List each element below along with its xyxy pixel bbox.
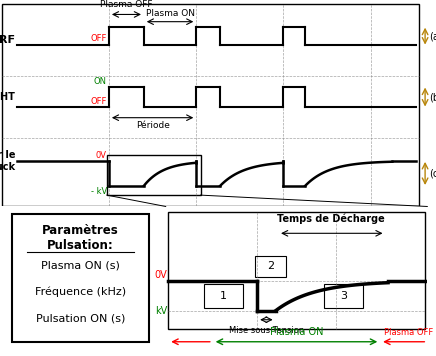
Text: Plasma OFF: Plasma OFF (385, 329, 433, 337)
Text: OFF: OFF (90, 35, 107, 43)
Text: (b): (b) (429, 92, 436, 102)
Text: Paramètres: Paramètres (42, 224, 119, 237)
Text: 0V: 0V (96, 151, 107, 160)
Text: RF: RF (0, 35, 15, 45)
Text: ON: ON (94, 77, 107, 86)
Text: kV: kV (155, 306, 167, 316)
Text: Mise sous Tension: Mise sous Tension (229, 326, 304, 335)
Text: 3: 3 (340, 291, 347, 301)
Text: Temps de Décharge: Temps de Décharge (276, 214, 385, 224)
Text: 1: 1 (220, 291, 227, 301)
Bar (107, 155, 201, 195)
Text: (a): (a) (429, 31, 436, 41)
Text: Pulsation HT: Pulsation HT (0, 92, 15, 102)
Text: Plasma ON: Plasma ON (146, 9, 194, 17)
Text: - kV: - kV (91, 187, 107, 196)
Text: 0V: 0V (154, 269, 167, 279)
Text: chuck: chuck (0, 162, 15, 172)
Text: 2: 2 (267, 261, 274, 271)
Text: Plasma ON (s): Plasma ON (s) (41, 261, 120, 271)
Text: Période: Période (136, 121, 170, 130)
Text: Plasma ON: Plasma ON (270, 328, 323, 337)
Bar (324, 284, 363, 308)
Text: Plasma OFF: Plasma OFF (100, 0, 153, 9)
Text: Pulsation ON (s): Pulsation ON (s) (36, 313, 125, 323)
Text: Tension sur le: Tension sur le (0, 150, 15, 160)
Text: (c): (c) (429, 168, 436, 178)
Bar (255, 256, 286, 277)
Text: Fréquence (kHz): Fréquence (kHz) (35, 286, 126, 297)
Text: Pulsation:: Pulsation: (47, 239, 114, 252)
Bar (204, 284, 243, 308)
Text: OFF: OFF (90, 97, 107, 106)
